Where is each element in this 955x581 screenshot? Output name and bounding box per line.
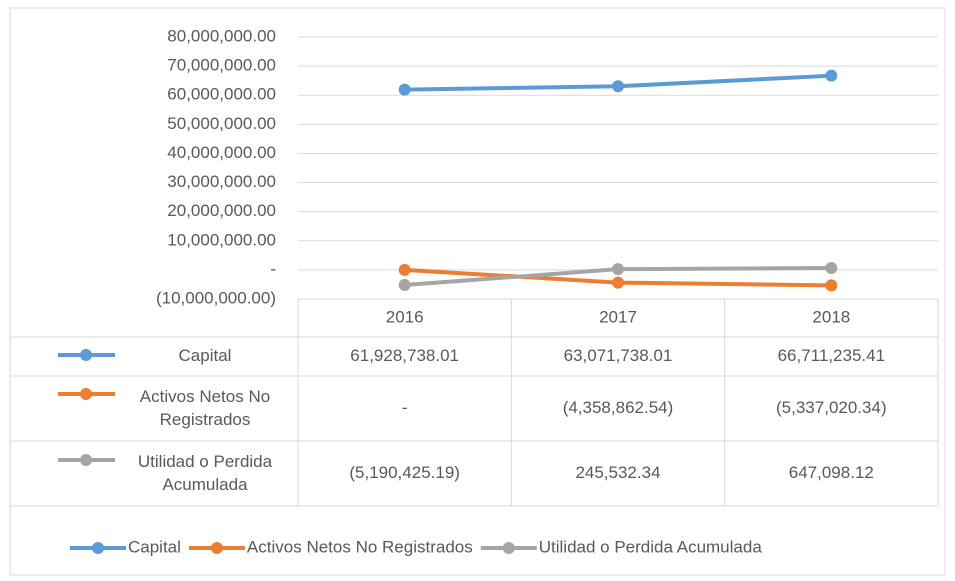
- marker: [825, 279, 838, 292]
- legend-key-marker: [210, 542, 223, 554]
- y-tick-label: (10,000,000.00): [156, 288, 276, 307]
- marker: [398, 83, 411, 96]
- legend-key-marker: [80, 349, 92, 361]
- table-value: (5,337,020.34): [776, 398, 887, 418]
- legend-label: Utilidad o Perdida Acumulada: [539, 537, 763, 556]
- marker: [398, 263, 411, 276]
- y-tick-label: -: [270, 259, 276, 278]
- table-value: 647,098.12: [788, 463, 874, 483]
- marker: [825, 69, 838, 82]
- legend-key-marker: [80, 454, 92, 466]
- y-tick-label: 20,000,000.00: [167, 201, 276, 220]
- y-tick-label: 40,000,000.00: [167, 143, 276, 162]
- y-tick-label: 60,000,000.00: [167, 85, 276, 104]
- y-tick-label: 10,000,000.00: [167, 230, 276, 249]
- table-value: 245,532.34: [575, 463, 661, 483]
- table-value: (4,358,862.54): [562, 398, 674, 418]
- x-tick-label: 2017: [599, 307, 637, 326]
- y-tick-label: 50,000,000.00: [167, 114, 276, 133]
- table-value: 63,071,738.01: [563, 346, 673, 366]
- marker: [612, 263, 624, 276]
- marker: [612, 80, 624, 93]
- table-value: 66,711,235.41: [777, 346, 886, 366]
- x-tick-label: 2018: [812, 307, 850, 326]
- x-tick-label: 2016: [386, 307, 424, 326]
- legend-label: Capital: [128, 537, 181, 556]
- row-label: Utilidad o Perdida Acumulada: [137, 452, 273, 494]
- marker: [612, 276, 624, 289]
- row-label: Activos Netos No Registrados: [139, 387, 271, 429]
- row-label: Capital: [178, 346, 232, 366]
- y-tick-label: 70,000,000.00: [167, 56, 276, 75]
- table-value: (5,190,425.19): [349, 463, 460, 483]
- marker: [398, 278, 411, 291]
- legend-key-marker: [92, 542, 104, 554]
- chart-border: [9, 7, 946, 576]
- legend-label: Activos Netos No Registrados: [247, 537, 473, 556]
- y-tick-label: 30,000,000.00: [167, 172, 276, 191]
- legend-key-marker: [80, 388, 92, 400]
- table-value: -: [401, 398, 408, 418]
- legend-key-marker: [502, 542, 515, 554]
- table-value: 61,928,738.01: [350, 346, 460, 366]
- marker: [825, 262, 838, 275]
- y-tick-label: 80,000,000.00: [167, 26, 276, 45]
